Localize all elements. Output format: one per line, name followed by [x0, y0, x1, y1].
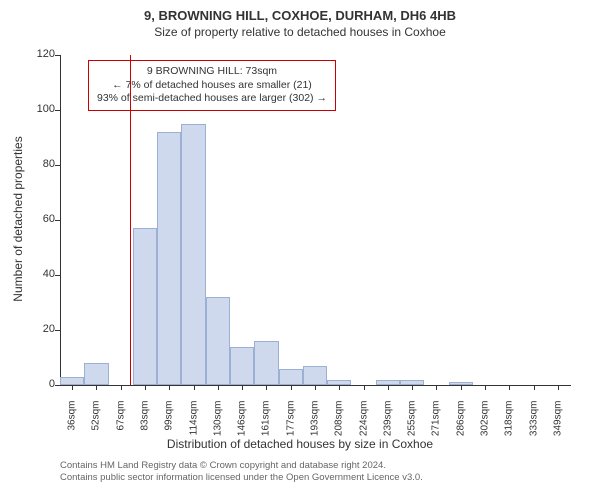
x-tick-label: 286sqm: [455, 401, 466, 441]
x-tick: [509, 385, 510, 390]
x-tick: [485, 385, 486, 390]
histogram-bar: [254, 341, 278, 385]
y-tick: [55, 110, 60, 111]
x-tick-label: 333sqm: [528, 401, 539, 441]
x-tick: [121, 385, 122, 390]
title-sub: Size of property relative to detached ho…: [0, 25, 600, 39]
chart-container: 9, BROWNING HILL, COXHOE, DURHAM, DH6 4H…: [0, 0, 600, 500]
histogram-bar: [133, 228, 157, 385]
y-tick-label: 80: [25, 158, 55, 170]
x-tick: [558, 385, 559, 390]
x-tick-label: 177sqm: [285, 401, 296, 441]
y-tick-label: 20: [25, 323, 55, 335]
y-tick-label: 0: [25, 378, 55, 390]
x-tick-label: 349sqm: [552, 401, 563, 441]
x-tick: [242, 385, 243, 390]
title-main: 9, BROWNING HILL, COXHOE, DURHAM, DH6 4H…: [0, 0, 600, 23]
y-axis-label: Number of detached properties: [11, 119, 25, 319]
x-tick: [339, 385, 340, 390]
y-tick: [55, 165, 60, 166]
x-tick: [315, 385, 316, 390]
y-tick: [55, 330, 60, 331]
x-tick: [291, 385, 292, 390]
x-tick-label: 52sqm: [91, 401, 102, 441]
x-tick-label: 83sqm: [140, 401, 151, 441]
x-tick-label: 224sqm: [358, 401, 369, 441]
x-tick-label: 193sqm: [310, 401, 321, 441]
histogram-bar: [157, 132, 181, 385]
footer-line1: Contains HM Land Registry data © Crown c…: [60, 460, 423, 472]
x-tick: [72, 385, 73, 390]
y-tick-label: 60: [25, 213, 55, 225]
y-tick-label: 40: [25, 268, 55, 280]
y-tick: [55, 385, 60, 386]
footer-text: Contains HM Land Registry data © Crown c…: [60, 460, 423, 485]
y-tick-label: 100: [25, 103, 55, 115]
marker-line: [130, 55, 131, 385]
x-tick: [461, 385, 462, 390]
x-tick-label: 161sqm: [261, 401, 272, 441]
x-tick: [534, 385, 535, 390]
histogram-bar: [60, 377, 84, 385]
x-tick-label: 208sqm: [334, 401, 345, 441]
x-tick-label: 36sqm: [67, 401, 78, 441]
histogram-bar: [84, 363, 108, 385]
x-tick: [388, 385, 389, 390]
x-tick-label: 130sqm: [212, 401, 223, 441]
x-tick: [436, 385, 437, 390]
x-tick-label: 146sqm: [237, 401, 248, 441]
annotation-line2: ← 7% of detached houses are smaller (21): [97, 79, 327, 93]
histogram-bar: [181, 124, 205, 385]
x-tick-label: 318sqm: [504, 401, 515, 441]
footer-line2: Contains public sector information licen…: [60, 472, 423, 484]
histogram-bar: [206, 297, 230, 385]
x-tick: [412, 385, 413, 390]
x-tick: [266, 385, 267, 390]
y-tick: [55, 55, 60, 56]
x-tick: [96, 385, 97, 390]
histogram-bar: [279, 369, 303, 386]
x-tick-label: 114sqm: [188, 401, 199, 441]
x-tick: [169, 385, 170, 390]
y-tick-label: 120: [25, 48, 55, 60]
x-tick-label: 239sqm: [382, 401, 393, 441]
x-tick-label: 271sqm: [431, 401, 442, 441]
x-tick-label: 302sqm: [480, 401, 491, 441]
y-tick: [55, 220, 60, 221]
x-tick-label: 67sqm: [115, 401, 126, 441]
annotation-line3: 93% of semi-detached houses are larger (…: [97, 92, 327, 106]
y-tick: [55, 275, 60, 276]
x-tick-label: 99sqm: [164, 401, 175, 441]
x-tick-label: 255sqm: [407, 401, 418, 441]
histogram-bar: [303, 366, 327, 385]
x-tick: [145, 385, 146, 390]
x-tick: [218, 385, 219, 390]
x-tick: [194, 385, 195, 390]
annotation-box: 9 BROWNING HILL: 73sqm ← 7% of detached …: [88, 60, 336, 111]
x-tick: [364, 385, 365, 390]
annotation-line1: 9 BROWNING HILL: 73sqm: [97, 65, 327, 79]
histogram-bar: [230, 347, 254, 386]
